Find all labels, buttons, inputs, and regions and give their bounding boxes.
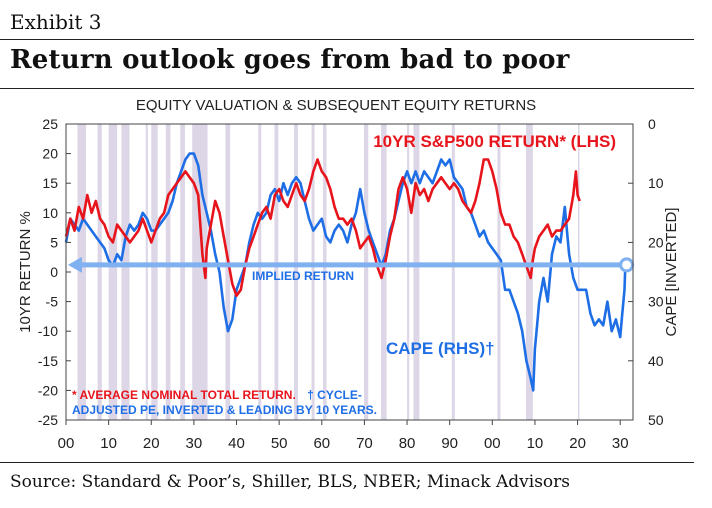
recession-band — [121, 124, 130, 420]
y-axis-label-right: CAPE [INVERTED] — [663, 208, 680, 337]
implied-return-label: IMPLIED RETURN — [252, 269, 354, 283]
recession-band — [258, 124, 262, 420]
source-note: Source: Standard & Poor’s, Shiller, BLS,… — [10, 472, 571, 492]
recession-band — [363, 124, 369, 420]
chart-title: EQUITY VALUATION & SUBSEQUENT EQUITY RET… — [136, 97, 536, 114]
footnote-cape-start: † CYCLE- — [307, 388, 362, 402]
x-axis: 00 10 20 30 40 50 60 70 80 90 00 10 20 30 — [58, 420, 629, 452]
exhibit-label: Exhibit 3 — [10, 10, 102, 34]
recession-band — [225, 124, 231, 420]
left-axis-tick-label: 0 — [50, 264, 58, 280]
title-rule — [0, 88, 694, 89]
x-axis-tick-label: 20 — [569, 435, 586, 452]
return-series-label: 10YR S&P500 RETURN* (LHS) — [373, 132, 616, 151]
right-axis-tick-label: 10 — [648, 175, 664, 191]
x-axis-tick-label: 20 — [143, 435, 160, 452]
right-axis-tick-label: 20 — [648, 234, 664, 250]
left-axis-tick-label: 15 — [42, 175, 58, 191]
left-axis-tick-label: -15 — [38, 353, 58, 369]
left-axis-tick-label: -25 — [38, 412, 58, 428]
cape-series-label: CAPE (RHS)† — [386, 339, 495, 358]
left-axis-tick-label: -5 — [46, 294, 59, 310]
left-axis-tick-label: -20 — [38, 382, 58, 398]
x-axis-tick-label: 00 — [58, 435, 75, 452]
left-axis-tick-label: 25 — [42, 116, 58, 132]
left-axis-tick-label: 10 — [42, 205, 58, 221]
recession-band — [97, 124, 102, 420]
recession-band — [294, 124, 298, 420]
top-rule — [0, 39, 694, 40]
x-axis-tick-label: 30 — [612, 435, 629, 452]
left-axis: 25 20 15 10 5 0 -5 -10 -15 -20 -25 — [38, 116, 71, 428]
x-axis-tick-label: 30 — [186, 435, 203, 452]
x-axis-tick-label: 40 — [228, 435, 245, 452]
page-title: Return outlook goes from bad to poor — [10, 45, 570, 75]
x-axis-tick-label: 00 — [484, 435, 501, 452]
bottom-rule — [0, 462, 694, 463]
recession-band — [497, 124, 501, 420]
x-axis-tick-label: 50 — [271, 435, 288, 452]
left-axis-tick-label: -10 — [38, 323, 58, 339]
footnote-return-definition: * AVERAGE NOMINAL TOTAL RETURN. — [72, 388, 296, 402]
x-axis-tick-label: 90 — [441, 435, 458, 452]
x-axis-tick-label: 10 — [100, 435, 117, 452]
recession-band — [180, 124, 185, 420]
recession-band — [578, 124, 580, 420]
left-axis-tick-label: 20 — [42, 146, 58, 162]
x-axis-tick-label: 10 — [527, 435, 544, 452]
footnote-line-2: ADJUSTED PE, INVERTED & LEADING BY 10 YE… — [72, 403, 377, 417]
recession-band — [151, 124, 158, 420]
recession-band — [145, 124, 148, 420]
recession-band — [274, 124, 279, 420]
cape-series-line — [64, 152, 627, 392]
recession-band — [451, 124, 455, 420]
left-axis-tick-label: 5 — [50, 234, 58, 250]
recession-band — [311, 124, 315, 420]
recession-band — [413, 124, 420, 420]
x-axis-tick-label: 60 — [313, 435, 330, 452]
recession-band — [108, 124, 118, 420]
footnote: * AVERAGE NOMINAL TOTAL RETURN. † CYCLE-… — [72, 388, 377, 417]
right-axis-tick-label: 0 — [648, 116, 656, 132]
footnote-line-1: * AVERAGE NOMINAL TOTAL RETURN. † CYCLE- — [72, 388, 362, 402]
chart: EQUITY VALUATION & SUBSEQUENT EQUITY RET… — [17, 97, 680, 452]
recession-band — [407, 124, 410, 420]
return-series-line — [64, 158, 581, 297]
implied-return-layer — [68, 256, 635, 273]
y-axis-label-left: 10YR RETURN % — [17, 211, 34, 333]
implied-return-marker — [619, 257, 635, 273]
right-axis-tick-label: 50 — [648, 412, 664, 428]
recession-band — [165, 124, 171, 420]
x-axis-tick-label: 80 — [399, 435, 416, 452]
x-axis-tick-label: 70 — [356, 435, 373, 452]
recession-band — [323, 124, 327, 420]
series-layer — [64, 152, 627, 392]
right-axis-tick-label: 40 — [648, 353, 664, 369]
implied-return-arrowhead — [68, 256, 82, 273]
right-axis: 0 10 20 30 40 50 — [628, 116, 664, 428]
right-axis-tick-label: 30 — [648, 294, 664, 310]
